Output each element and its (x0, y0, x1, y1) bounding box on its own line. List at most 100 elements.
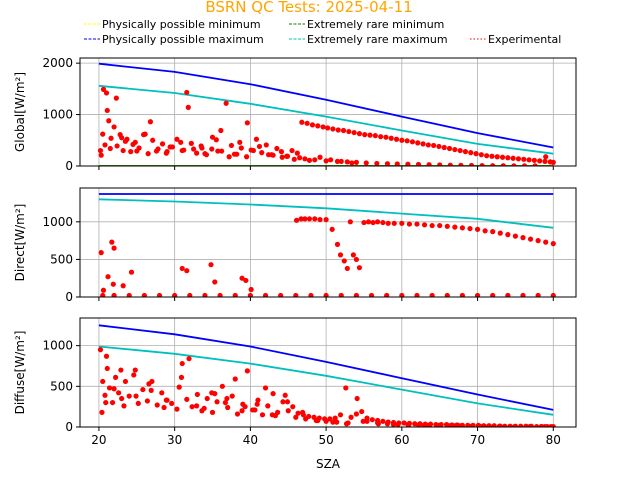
experimental-point (219, 383, 225, 389)
experimental-point (338, 158, 344, 164)
experimental-point (176, 384, 182, 390)
experimental-point (505, 232, 511, 238)
y-tick-label: 0 (65, 290, 73, 304)
experimental-point (344, 159, 350, 165)
experimental-point (282, 392, 288, 398)
experimental-point (332, 415, 338, 421)
x-tick-label: 70 (470, 433, 485, 447)
experimental-point (128, 149, 134, 155)
legend-label: Physically possible minimum (102, 18, 261, 31)
experimental-point (477, 423, 483, 427)
experimental-point (163, 397, 169, 403)
experimental-point (188, 140, 194, 146)
experimental-point (356, 265, 363, 271)
experimental-point (289, 147, 295, 154)
experimental-point (213, 137, 219, 143)
experimental-point (327, 416, 333, 422)
experimental-point (496, 423, 503, 427)
experimental-point (337, 252, 344, 258)
experimental-point (497, 230, 503, 236)
experimental-point (406, 422, 412, 427)
experimental-point (304, 120, 310, 126)
experimental-point (244, 368, 250, 374)
y-tick-label: 1000 (42, 339, 73, 353)
experimental-point (239, 275, 245, 281)
experimental-point (335, 127, 341, 133)
physically-possible-maximum-line (98, 324, 554, 411)
experimental-point (150, 137, 156, 143)
experimental-point (375, 421, 381, 427)
experimental-point (262, 385, 269, 391)
experimental-point (270, 391, 276, 397)
experimental-point (122, 138, 129, 144)
axes-frame (79, 187, 577, 298)
y-tick-label: 500 (50, 252, 73, 266)
experimental-point (293, 414, 299, 420)
experimental-point (108, 135, 114, 141)
experimental-point (178, 374, 185, 380)
experimental-point (214, 399, 220, 405)
experimental-point (372, 133, 378, 139)
experimental-point (128, 269, 135, 275)
experimental-point (204, 395, 210, 402)
experimental-point (199, 145, 205, 151)
experimental-point (105, 274, 111, 280)
experimental-point (229, 393, 235, 399)
experimental-point (468, 150, 474, 156)
experimental-point (312, 157, 318, 163)
experimental-point (284, 399, 291, 405)
legend-label: Physically possible maximum (102, 33, 264, 46)
experimental-point (232, 376, 238, 382)
experimental-point (499, 154, 506, 160)
legend: Physically possible minimum Physically po… (84, 18, 561, 46)
experimental-point (323, 158, 329, 164)
y-axis-label: Global[W/m²] (13, 72, 27, 152)
experimental-point (353, 159, 359, 165)
experimental-point (100, 378, 106, 385)
experimental-point (481, 423, 487, 427)
experimental-point (521, 163, 528, 166)
experimental-point (323, 216, 329, 223)
experimental-point (217, 292, 223, 297)
experimental-point (121, 403, 127, 409)
experimental-point (135, 400, 141, 407)
experimental-point (231, 151, 238, 157)
experimental-point (353, 256, 359, 263)
experimental-point (309, 122, 316, 128)
experimental-point (194, 391, 200, 398)
experimental-point (248, 286, 254, 293)
extremely-rare-maximum-line (98, 198, 554, 229)
experimental-point (446, 145, 453, 152)
experimental-point (415, 422, 422, 427)
experimental-point (153, 148, 160, 154)
experimental-point (302, 156, 308, 162)
experimental-point (542, 158, 548, 164)
experimental-point (97, 347, 104, 353)
experimental-point (487, 423, 493, 427)
experimental-point (346, 128, 352, 135)
experimental-point (119, 395, 125, 402)
experimental-point (550, 159, 556, 165)
experimental-point (285, 408, 291, 414)
experimental-point (169, 400, 175, 407)
experimental-point (452, 146, 458, 153)
experimental-point (302, 216, 308, 222)
experimental-point (252, 407, 258, 413)
experimental-point (298, 216, 304, 222)
experimental-point (279, 154, 285, 160)
experimental-point (395, 421, 401, 427)
experimental-point (527, 236, 534, 242)
x-tick-label: 40 (243, 433, 258, 447)
panel-2: 0 500 1000 Direct[W/m²] (13, 187, 577, 304)
experimental-point (334, 419, 340, 425)
experimental-point (299, 119, 305, 125)
experimental-point (294, 150, 300, 156)
experimental-point (334, 241, 341, 247)
extremely-rare-maximum-line (98, 345, 554, 416)
experimental-point (284, 153, 291, 159)
experimental-point (185, 104, 191, 110)
experimental-point (147, 119, 154, 125)
experimental-point (130, 141, 136, 147)
experimental-point (325, 125, 331, 131)
